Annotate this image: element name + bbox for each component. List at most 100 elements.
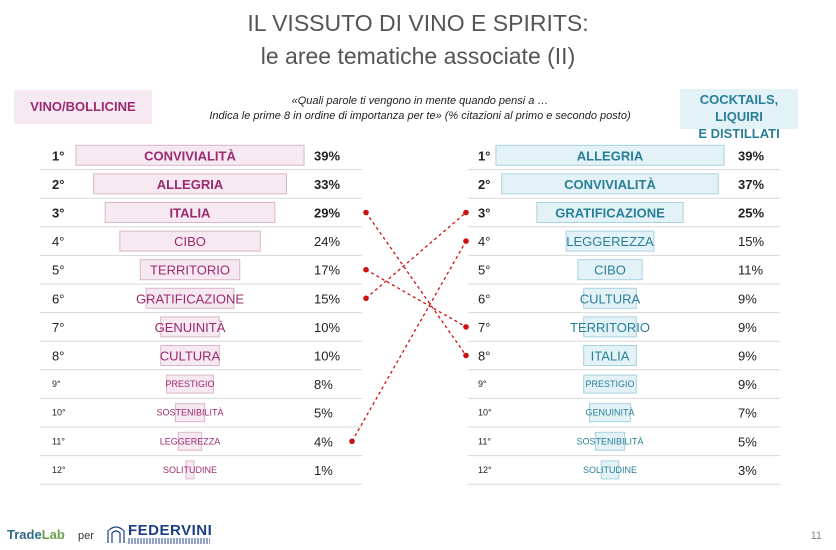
left-bar [174, 403, 206, 423]
left-rank-label: 4° [52, 234, 64, 249]
left-bar [166, 374, 214, 394]
left-category-label: GRATIFICAZIONE [136, 291, 244, 306]
right-category-label: TERRITORIO [570, 320, 650, 335]
left-bar [177, 431, 203, 451]
right-bar [594, 431, 626, 451]
page-number: 11 [810, 530, 822, 542]
left-category-label: SOLITUDINE [163, 465, 217, 475]
right-bar [589, 403, 631, 423]
right-rank-label: 9° [478, 379, 487, 389]
left-rank-label: 1° [52, 148, 64, 163]
left-rank-label: 2° [52, 177, 64, 192]
left-rank-label: 3° [52, 206, 64, 221]
left-value-label: 15% [314, 291, 340, 306]
right-category-label: ALLEGRIA [577, 148, 644, 163]
footer-per: per [78, 530, 94, 542]
right-value-label: 39% [738, 148, 764, 163]
connector-dot-right [463, 238, 469, 244]
connector-dot-left [363, 209, 369, 216]
left-rank-label: 5° [52, 263, 64, 278]
connector-dot-left [363, 295, 369, 302]
right-category-label: SOSTENIBILITÀ [576, 436, 643, 446]
right-value-label: 5% [738, 434, 757, 449]
right-rank-label: 2° [478, 177, 490, 192]
right-category-line2: E DISTILLATI [698, 126, 780, 141]
right-category-label: SOLITUDINE [583, 465, 637, 475]
left-category-label: CULTURA [160, 349, 221, 364]
right-value-label: 7% [738, 406, 757, 421]
left-bar [139, 259, 241, 281]
right-bar [583, 345, 637, 366]
right-rank-label: 8° [478, 349, 490, 364]
question-line2: Indica le prime 8 in ordine di importanz… [209, 110, 631, 122]
left-category-label: PRESTIGIO [165, 379, 214, 389]
left-bar [185, 460, 195, 480]
left-rank-label: 11° [52, 436, 65, 446]
left-value-label: 5% [314, 406, 333, 421]
tradelab-logo: TradeLab [7, 527, 65, 542]
right-value-label: 11% [738, 263, 763, 278]
page-title: IL VISSUTO DI VINO E SPIRITS: [247, 10, 589, 36]
connector-line [365, 212, 467, 356]
left-category-label: CIBO [174, 234, 206, 249]
left-bar [92, 173, 288, 195]
left-bar [119, 230, 261, 252]
left-category-box: VINO/BOLLICINE [14, 90, 152, 124]
left-value-label: 4% [314, 434, 333, 449]
right-category-label: LEGGEREZZA [566, 234, 654, 249]
right-value-label: 9% [738, 320, 757, 335]
left-rank-label: 7° [52, 320, 64, 335]
right-rank-label: 6° [478, 291, 490, 306]
tradelab-logo-lab: Lab [41, 527, 65, 542]
connector-dot-right [463, 209, 469, 216]
left-category-label: CONVIVIALITÀ [144, 148, 236, 163]
right-bar [583, 316, 637, 338]
left-value-label: 24% [314, 234, 340, 249]
left-category-label: ALLEGRIA [157, 177, 224, 192]
left-value-label: 10% [314, 349, 340, 364]
survey-question: «Quali parole ti vengono in mente quando… [180, 94, 660, 124]
right-bar [495, 144, 725, 166]
right-category-label: CULTURA [580, 291, 641, 306]
right-bar [583, 287, 637, 309]
left-rank-label: 10° [52, 408, 66, 418]
left-bar [160, 316, 220, 338]
connector-dot-left [363, 266, 369, 273]
right-rank-label: 10° [478, 408, 492, 418]
right-value-label: 25% [738, 206, 764, 221]
right-rank-label: 11° [478, 436, 491, 446]
right-bar [565, 230, 655, 252]
left-category-label: TERRITORIO [150, 263, 230, 278]
right-value-label: 37% [738, 177, 764, 192]
left-value-label: 10% [314, 320, 340, 335]
right-bar [501, 173, 719, 195]
left-bar [145, 287, 235, 309]
right-value-label: 9% [738, 291, 757, 306]
left-rank-label: 8° [52, 349, 64, 364]
connector-line [365, 269, 467, 328]
left-rank-label: 6° [52, 291, 64, 306]
left-value-label: 17% [314, 263, 340, 278]
left-category-label: ITALIA [170, 206, 212, 221]
right-value-label: 9% [738, 349, 757, 364]
right-category-label: ITALIA [591, 349, 630, 364]
right-bar [600, 460, 620, 480]
left-bar [160, 345, 220, 366]
right-category-box: COCKTAILS, LIQUIRI E DISTILLATI [680, 89, 798, 141]
connector-dot-left [349, 438, 355, 445]
left-value-label: 33% [314, 177, 340, 192]
federvini-logo-text: FEDERVINI [128, 522, 213, 539]
right-category-line1: COCKTAILS, LIQUIRI [699, 92, 779, 124]
right-rank-label: 12° [478, 465, 492, 475]
right-rank-label: 1° [478, 148, 490, 163]
connector-dot-right [463, 352, 469, 359]
left-category-label: SOSTENIBILITÀ [156, 408, 223, 418]
right-rank-label: 5° [478, 263, 490, 278]
left-value-label: 29% [314, 206, 340, 221]
connector-dot-right [463, 324, 469, 330]
federvini-logo-icon [107, 526, 125, 543]
left-value-label: 39% [314, 148, 340, 163]
right-value-label: 3% [738, 463, 757, 478]
right-category-label: GRATIFICAZIONE [555, 206, 665, 221]
